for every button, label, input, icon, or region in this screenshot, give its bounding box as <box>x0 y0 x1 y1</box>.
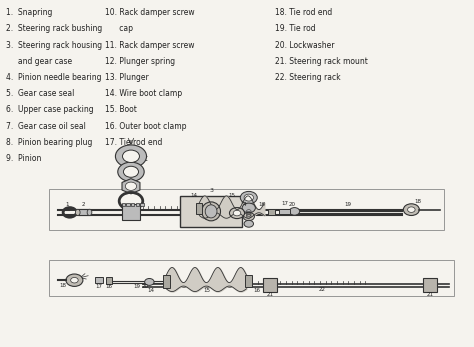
Circle shape <box>244 220 254 227</box>
Text: 18: 18 <box>414 200 421 204</box>
Circle shape <box>122 150 139 162</box>
Circle shape <box>242 203 255 213</box>
Text: 22: 22 <box>319 287 325 292</box>
Text: 15: 15 <box>229 193 236 198</box>
Bar <box>268 209 275 215</box>
Text: 6.  Upper case packing: 6. Upper case packing <box>6 105 94 115</box>
Text: 14: 14 <box>148 288 155 293</box>
Bar <box>423 279 438 292</box>
Text: 18: 18 <box>59 283 66 288</box>
Text: 9.  Pinion: 9. Pinion <box>6 154 42 163</box>
Bar <box>121 204 140 220</box>
Text: 16: 16 <box>258 202 265 206</box>
Text: 16: 16 <box>105 284 112 289</box>
Text: and gear case: and gear case <box>6 57 72 66</box>
Circle shape <box>229 208 245 219</box>
Circle shape <box>125 182 137 191</box>
Text: 19: 19 <box>344 202 351 206</box>
Text: 7.  Gear case oil seal: 7. Gear case oil seal <box>6 121 86 130</box>
Text: 16. Outer boot clamp: 16. Outer boot clamp <box>105 121 187 130</box>
Text: 21: 21 <box>266 292 273 297</box>
Text: 20. Lockwasher: 20. Lockwasher <box>275 41 334 50</box>
Circle shape <box>244 194 254 201</box>
Bar <box>95 278 103 283</box>
Text: 16: 16 <box>253 288 260 293</box>
Text: 4.  Pinion needle bearing: 4. Pinion needle bearing <box>6 73 101 82</box>
Text: 14: 14 <box>190 193 197 198</box>
Bar <box>140 203 144 205</box>
Circle shape <box>289 208 300 215</box>
Text: 14. Wire boot clamp: 14. Wire boot clamp <box>105 89 182 98</box>
Text: 5.  Gear case seal: 5. Gear case seal <box>6 89 74 98</box>
Text: 10. Rack damper screw: 10. Rack damper screw <box>105 8 195 17</box>
Text: 1: 1 <box>65 202 69 206</box>
Text: 19: 19 <box>134 284 141 289</box>
Bar <box>163 275 170 288</box>
Bar <box>136 203 139 205</box>
Ellipse shape <box>201 202 220 221</box>
Text: 6: 6 <box>129 140 133 145</box>
Circle shape <box>243 212 255 221</box>
Bar <box>48 260 454 296</box>
Bar <box>131 203 134 205</box>
Text: 13. Plunger: 13. Plunger <box>105 73 149 82</box>
Text: 15: 15 <box>203 288 210 293</box>
Text: 22. Steering rack: 22. Steering rack <box>275 73 340 82</box>
Text: locknut: locknut <box>105 154 148 163</box>
Circle shape <box>123 166 138 177</box>
Text: 20: 20 <box>142 284 149 289</box>
Text: 17: 17 <box>281 201 288 206</box>
Circle shape <box>240 192 257 204</box>
Text: 11. Rack damper screw: 11. Rack damper screw <box>105 41 194 50</box>
Polygon shape <box>122 179 140 194</box>
Circle shape <box>71 278 78 283</box>
Ellipse shape <box>87 209 92 215</box>
Text: 17. Tie rod end: 17. Tie rod end <box>105 138 163 147</box>
Text: 3: 3 <box>209 188 213 193</box>
Text: 2.  Steering rack bushing: 2. Steering rack bushing <box>6 24 102 33</box>
Text: 4: 4 <box>242 202 246 207</box>
Bar <box>245 275 252 287</box>
Circle shape <box>408 207 415 212</box>
Circle shape <box>66 274 83 286</box>
Text: 3.  Steering rack housing: 3. Steering rack housing <box>6 41 102 50</box>
Bar <box>263 279 277 292</box>
Bar <box>106 278 112 283</box>
Text: 21: 21 <box>427 292 434 297</box>
Circle shape <box>233 210 241 216</box>
Bar <box>197 203 202 214</box>
Bar <box>181 196 242 227</box>
Text: 17: 17 <box>95 284 102 289</box>
Bar <box>126 203 129 205</box>
Circle shape <box>118 162 144 181</box>
Ellipse shape <box>205 205 217 218</box>
Text: 12. Plunger spring: 12. Plunger spring <box>105 57 175 66</box>
Text: 20: 20 <box>288 202 295 206</box>
Text: cap: cap <box>105 24 133 33</box>
Text: 8.  Pinion bearing plug: 8. Pinion bearing plug <box>6 138 92 147</box>
Circle shape <box>116 145 146 168</box>
Circle shape <box>403 204 419 215</box>
Bar <box>48 189 444 230</box>
Bar <box>279 209 290 214</box>
Text: 1.  Snapring: 1. Snapring <box>6 8 53 17</box>
Text: 19. Tie rod: 19. Tie rod <box>275 24 315 33</box>
Text: 2: 2 <box>82 202 85 206</box>
Text: 15. Boot: 15. Boot <box>105 105 137 115</box>
Bar <box>121 203 125 205</box>
Text: 18. Tie rod end: 18. Tie rod end <box>275 8 332 17</box>
Circle shape <box>145 279 154 285</box>
Ellipse shape <box>75 209 80 215</box>
Text: 21. Steering rack mount: 21. Steering rack mount <box>275 57 367 66</box>
Bar <box>78 209 90 215</box>
